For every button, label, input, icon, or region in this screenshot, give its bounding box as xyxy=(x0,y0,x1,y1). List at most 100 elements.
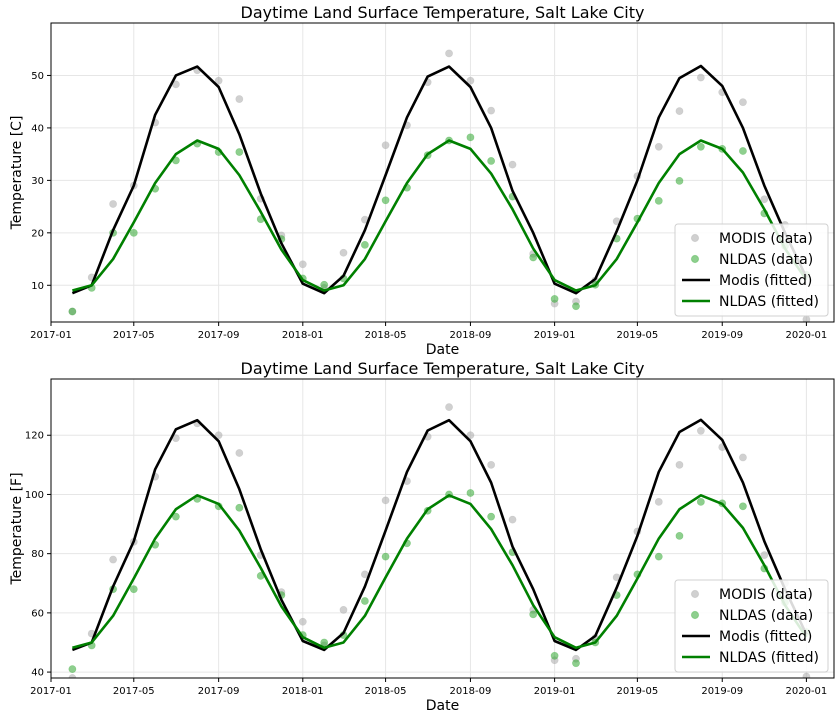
legend: MODIS (data) NLDAS (data) Modis (fitted) NL… xyxy=(674,223,829,317)
x-tick-label: 2019-01 xyxy=(534,330,576,341)
data-point xyxy=(466,76,475,85)
data-point xyxy=(696,497,705,506)
data-point xyxy=(675,460,684,469)
data-point xyxy=(320,280,329,289)
y-tick-label: 10 xyxy=(31,281,44,292)
y-tick-label: 60 xyxy=(31,608,44,619)
series-nldas-data xyxy=(68,489,811,674)
y-tick-label: 20 xyxy=(31,228,44,239)
data-point xyxy=(696,426,705,435)
axes-frame xyxy=(50,378,835,679)
x-axis-title: Date xyxy=(426,698,459,714)
data-point xyxy=(445,49,453,58)
data-point xyxy=(696,142,705,151)
legend-label: MODIS (data) xyxy=(719,231,813,247)
x-tick-label: 2018-09 xyxy=(450,686,492,697)
data-point xyxy=(360,240,369,249)
legend-label: Modis (fitted) xyxy=(719,629,812,645)
series-line-nldas-fitted xyxy=(72,139,808,292)
data-point xyxy=(68,665,77,674)
y-tick-label: 40 xyxy=(31,123,44,134)
legend-label: NLDAS (data) xyxy=(719,608,813,624)
data-point xyxy=(654,552,663,561)
x-tick-label: 2018-09 xyxy=(450,330,492,341)
data-point xyxy=(360,597,369,605)
data-point xyxy=(445,403,453,412)
series-line-modis-fitted xyxy=(71,64,808,295)
chart-panel-1: 2017-01 2017-05 2017-09 2018-01 2018-05 2018-… xyxy=(9,3,835,358)
data-point xyxy=(339,606,348,614)
x-tick-label: 2019-09 xyxy=(701,686,743,697)
x-tick-label: 2017-05 xyxy=(113,686,155,697)
x-tick-label: 2018-05 xyxy=(365,686,407,697)
legend-marker-1 xyxy=(690,254,700,264)
chart-panel-2: 2017-01 2017-05 2017-09 2018-01 2018-05 2018-… xyxy=(9,359,835,714)
data-point xyxy=(572,659,580,668)
data-point xyxy=(529,610,538,619)
data-point xyxy=(508,515,517,524)
data-layer xyxy=(68,49,811,322)
y-tick-label: 50 xyxy=(31,71,44,82)
legend-box xyxy=(674,579,829,673)
x-tick-label: 2017-09 xyxy=(198,330,240,341)
data-point xyxy=(235,148,244,156)
data-point xyxy=(339,248,348,257)
data-point xyxy=(739,502,747,511)
y-tick-label: 100 xyxy=(25,490,44,501)
data-point xyxy=(675,107,684,116)
data-point xyxy=(298,260,307,269)
data-point xyxy=(298,617,307,626)
x-tick-label: 2018-05 xyxy=(365,330,407,341)
data-point xyxy=(320,638,329,647)
data-point xyxy=(129,585,138,594)
data-point xyxy=(171,512,180,521)
data-point xyxy=(654,196,663,205)
data-point xyxy=(129,228,138,237)
x-tick-label: 2020-01 xyxy=(786,330,828,341)
data-point xyxy=(550,295,559,303)
data-point xyxy=(235,449,244,457)
x-tick-label: 2017-09 xyxy=(198,686,240,697)
data-point xyxy=(214,431,223,440)
x-tick-label: 2017-01 xyxy=(30,330,72,341)
data-point xyxy=(109,555,117,564)
data-point xyxy=(68,674,77,678)
x-tick-label: 2019-01 xyxy=(534,686,576,697)
x-tick-label: 2019-09 xyxy=(701,330,743,341)
y-tick-label: 40 xyxy=(31,668,44,679)
y-axis-title: Temperature [C] xyxy=(9,116,25,231)
data-point xyxy=(739,147,747,155)
data-point xyxy=(466,431,475,440)
legend-label: NLDAS (data) xyxy=(719,252,813,268)
legend-box xyxy=(674,223,829,317)
data-point xyxy=(487,460,496,469)
series-modis-data xyxy=(68,49,811,322)
legend-label: NLDAS (fitted) xyxy=(719,650,819,666)
data-point xyxy=(487,157,496,165)
legend-marker-0 xyxy=(690,233,700,243)
data-point xyxy=(760,195,769,204)
data-point xyxy=(68,307,77,316)
legend-label: Modis (fitted) xyxy=(719,273,812,289)
data-point xyxy=(466,133,475,142)
data-point xyxy=(487,512,496,521)
x-tick-label: 2017-01 xyxy=(30,686,72,697)
legend-label: NLDAS (fitted) xyxy=(719,294,819,310)
y-tick-label: 80 xyxy=(31,549,44,560)
legend-label: MODIS (data) xyxy=(719,587,813,603)
legend: MODIS (data) NLDAS (data) Modis (fitted) NL… xyxy=(674,579,829,673)
data-point xyxy=(381,552,390,561)
x-tick-label: 2019-05 xyxy=(616,686,658,697)
legend-marker-1 xyxy=(690,610,700,620)
x-tick-label: 2018-01 xyxy=(282,686,324,697)
data-point xyxy=(529,253,538,262)
y-axis-title: Temperature [F] xyxy=(9,472,25,585)
data-point xyxy=(381,496,390,505)
legend-marker-0 xyxy=(690,589,700,599)
axes-frame xyxy=(50,22,835,323)
data-point xyxy=(654,497,663,506)
data-point xyxy=(381,141,390,150)
data-point xyxy=(381,196,390,205)
